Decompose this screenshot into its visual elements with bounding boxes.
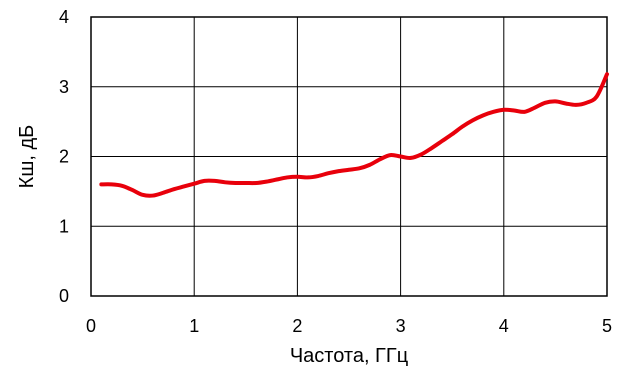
y-tick-label: 4 <box>59 7 69 27</box>
plot-area-frame <box>90 16 608 297</box>
x-axis-ticks: 0 1 2 3 4 5 <box>86 316 612 336</box>
grid <box>91 17 607 296</box>
x-tick-label: 0 <box>86 316 96 336</box>
series-line <box>99 72 609 198</box>
x-axis-title: Частота, ГГц <box>290 345 408 367</box>
series-layer <box>99 72 609 198</box>
x-tick-label: 3 <box>396 316 406 336</box>
y-tick-label: 1 <box>59 216 69 236</box>
x-tick-label: 2 <box>292 316 302 336</box>
x-tick-label: 1 <box>189 316 199 336</box>
y-tick-label: 3 <box>59 77 69 97</box>
x-tick-label: 5 <box>602 316 612 336</box>
y-tick-label: 2 <box>59 147 69 167</box>
y-axis-ticks: 0 1 2 3 4 <box>59 7 69 306</box>
y-tick-label: 0 <box>59 286 69 306</box>
y-axis-title: Кш, дБ <box>16 125 38 189</box>
x-tick-label: 4 <box>499 316 509 336</box>
